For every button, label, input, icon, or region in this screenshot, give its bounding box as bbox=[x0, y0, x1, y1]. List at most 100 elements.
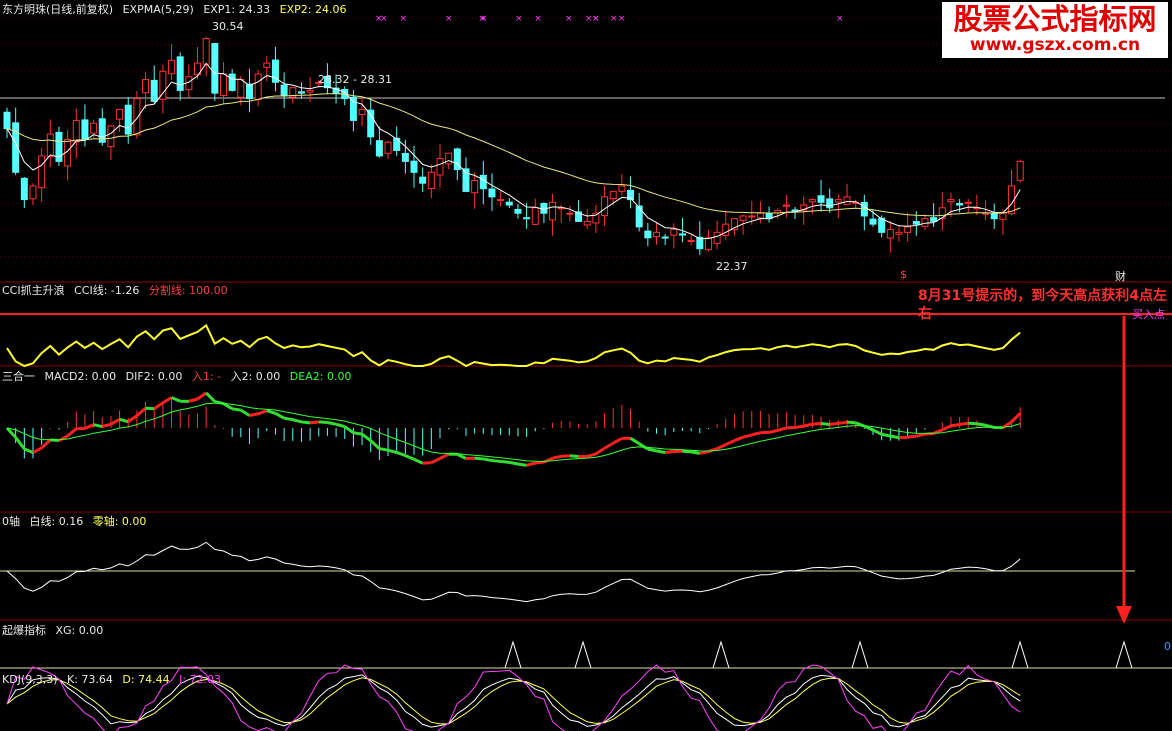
candle-body bbox=[367, 109, 375, 138]
signal-marker: × bbox=[592, 14, 600, 24]
signal-marker: × bbox=[534, 14, 542, 24]
dif-segment bbox=[915, 432, 926, 438]
kdj-k-line bbox=[6, 674, 1021, 728]
candle-body bbox=[168, 59, 176, 75]
dif-segment bbox=[751, 431, 761, 437]
candle-body bbox=[254, 73, 262, 101]
candle-body bbox=[263, 62, 271, 68]
dif-segment bbox=[803, 422, 813, 428]
candle-body bbox=[921, 218, 929, 227]
candle-body bbox=[661, 236, 669, 239]
candle-body bbox=[358, 109, 366, 116]
candle-body bbox=[289, 87, 297, 98]
dif-segment bbox=[361, 432, 372, 442]
dif-segment bbox=[23, 447, 34, 455]
candle-body bbox=[306, 89, 314, 93]
candle-body bbox=[462, 168, 470, 192]
dif-segment bbox=[283, 416, 294, 422]
kdj-k-label: K: 73.64 bbox=[67, 673, 113, 686]
dif-segment bbox=[552, 454, 562, 460]
candle-body bbox=[453, 148, 461, 171]
candle-body bbox=[271, 59, 279, 83]
candle-body bbox=[245, 83, 253, 100]
xg-spike bbox=[1011, 640, 1029, 669]
signal-marker: × bbox=[618, 14, 626, 24]
right-zero-label: 0 bbox=[1164, 640, 1171, 653]
dif-segment bbox=[196, 391, 208, 401]
dif-segment bbox=[682, 449, 692, 454]
dif-segment bbox=[257, 409, 268, 416]
candle-body bbox=[523, 217, 531, 220]
candle-body bbox=[739, 215, 747, 221]
candle-body bbox=[704, 237, 712, 251]
signal-marker: × bbox=[836, 14, 844, 24]
candle-body bbox=[834, 199, 842, 203]
candle-body bbox=[228, 73, 236, 91]
high-price-label: 30.54 bbox=[212, 20, 244, 33]
candle-body bbox=[401, 152, 409, 162]
candle-body bbox=[670, 229, 678, 236]
candle-body bbox=[107, 125, 115, 148]
candle-body bbox=[912, 221, 920, 225]
candle-body bbox=[384, 141, 392, 154]
candle-body bbox=[124, 104, 132, 135]
xg-spike bbox=[851, 640, 869, 669]
candle-body bbox=[748, 215, 756, 218]
dif-segment bbox=[664, 449, 675, 455]
dif-segment bbox=[301, 420, 311, 425]
signal-arrow-head bbox=[1116, 606, 1132, 624]
dif-segment bbox=[66, 427, 78, 438]
dif-segment bbox=[733, 435, 744, 442]
signal-marker: × bbox=[565, 14, 573, 24]
expma-label: EXPMA(5,29) bbox=[122, 3, 194, 16]
profit-note: 8月31号提示的，到今天高点获利4点左右 bbox=[918, 288, 1167, 322]
candle-body bbox=[237, 79, 245, 98]
zero-axis-label: 零轴: 0.00 bbox=[92, 515, 147, 528]
dif-segment bbox=[387, 448, 398, 454]
xg-spike bbox=[712, 640, 730, 669]
dif-segment bbox=[188, 397, 198, 403]
dif-segment bbox=[404, 454, 415, 461]
logo-title: 股票公式指标网 bbox=[953, 2, 1157, 36]
candle-body bbox=[782, 204, 790, 207]
low-price-label: 22.37 bbox=[716, 260, 748, 273]
exp1-label: EXP1: 24.33 bbox=[203, 3, 271, 16]
dif-segment bbox=[40, 438, 52, 450]
dif-segment bbox=[153, 401, 164, 410]
dif-segment bbox=[509, 460, 519, 466]
candle-body bbox=[601, 196, 609, 217]
dif-segment bbox=[110, 417, 121, 426]
dif-segment bbox=[119, 417, 129, 424]
signal-marker: × bbox=[515, 14, 523, 24]
candle-body bbox=[194, 62, 202, 76]
candle-body bbox=[150, 79, 158, 102]
dif-segment bbox=[32, 446, 43, 454]
dif-segment bbox=[379, 447, 389, 452]
dif-segment bbox=[595, 447, 606, 456]
dif-segment bbox=[638, 442, 649, 451]
candle-body bbox=[176, 56, 184, 91]
candle-body bbox=[886, 229, 894, 239]
candle-body bbox=[20, 177, 28, 201]
dif-segment bbox=[950, 423, 960, 428]
candle-body bbox=[549, 201, 557, 221]
dif-segment bbox=[318, 420, 328, 425]
candle-body bbox=[653, 231, 660, 237]
dif-segment bbox=[612, 437, 623, 445]
macd-header: 三合一 MACD2: 0.00 DIF2: 0.00 入1: - 入2: 0.0… bbox=[2, 370, 357, 384]
exp2-label: EXP2: 24.06 bbox=[279, 3, 347, 16]
dif-segment bbox=[941, 424, 952, 432]
dif-segment bbox=[439, 452, 450, 460]
signal-marker: × bbox=[610, 14, 618, 24]
stock-name: 东方明珠(日线,前复权) bbox=[2, 3, 114, 16]
cci-header: CCI抓主升浪 CCI线: -1.26 分割线: 100.00 bbox=[2, 284, 234, 298]
kdj-d-line bbox=[6, 677, 1021, 725]
signal-marker: × bbox=[592, 14, 600, 24]
candle-body bbox=[393, 137, 401, 151]
dif-segment bbox=[829, 421, 839, 426]
candle-body bbox=[297, 91, 305, 94]
candle-body bbox=[514, 208, 522, 214]
candle-body bbox=[964, 201, 972, 204]
macd2-label: MACD2: 0.00 bbox=[44, 370, 117, 383]
